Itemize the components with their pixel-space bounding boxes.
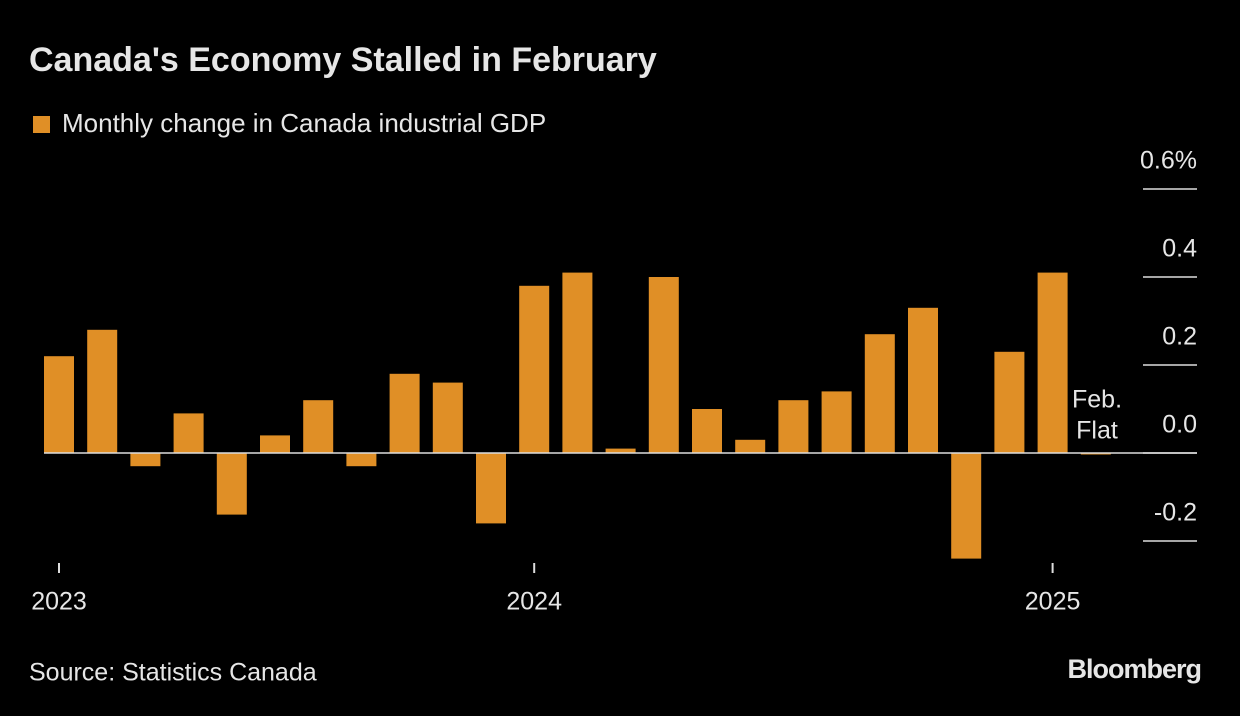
bar <box>173 413 204 453</box>
bar <box>476 453 506 524</box>
bar <box>130 453 161 467</box>
bar <box>692 409 722 453</box>
legend-swatch <box>33 116 50 133</box>
bar <box>994 351 1025 453</box>
bar <box>44 356 74 453</box>
bar <box>216 453 247 515</box>
bar <box>778 400 809 453</box>
chart-title: Canada's Economy Stalled in February <box>29 41 657 79</box>
bar <box>303 400 334 453</box>
bar <box>821 391 852 453</box>
annotation: Flat <box>1076 417 1118 445</box>
x-tick-label: 2024 <box>506 588 562 616</box>
source: Source: Statistics Canada <box>29 659 317 687</box>
bar <box>260 435 290 453</box>
bar <box>519 285 550 453</box>
bar <box>432 382 463 453</box>
y-tick-label: -0.2 <box>1154 499 1197 527</box>
x-tick-label: 2025 <box>1025 588 1081 616</box>
bar <box>908 307 938 453</box>
bar <box>1037 272 1068 453</box>
bar <box>735 439 766 453</box>
bar <box>648 277 679 453</box>
bar <box>951 453 982 559</box>
legend-label: Monthly change in Canada industrial GDP <box>62 108 546 138</box>
y-tick-label: 0.4 <box>1162 235 1197 263</box>
bar <box>87 329 118 453</box>
bar <box>605 448 636 453</box>
y-tick-label: 0.2 <box>1162 323 1197 351</box>
y-tick-label: 0.0 <box>1162 411 1197 439</box>
annotation: Feb. <box>1072 386 1122 414</box>
x-tick-label: 2023 <box>31 588 87 616</box>
y-tick-label: 0.6% <box>1140 147 1197 175</box>
bar <box>346 453 377 467</box>
bar <box>864 334 895 453</box>
brand: Bloomberg <box>1067 654 1201 684</box>
bar <box>389 373 420 453</box>
bar <box>562 272 593 453</box>
